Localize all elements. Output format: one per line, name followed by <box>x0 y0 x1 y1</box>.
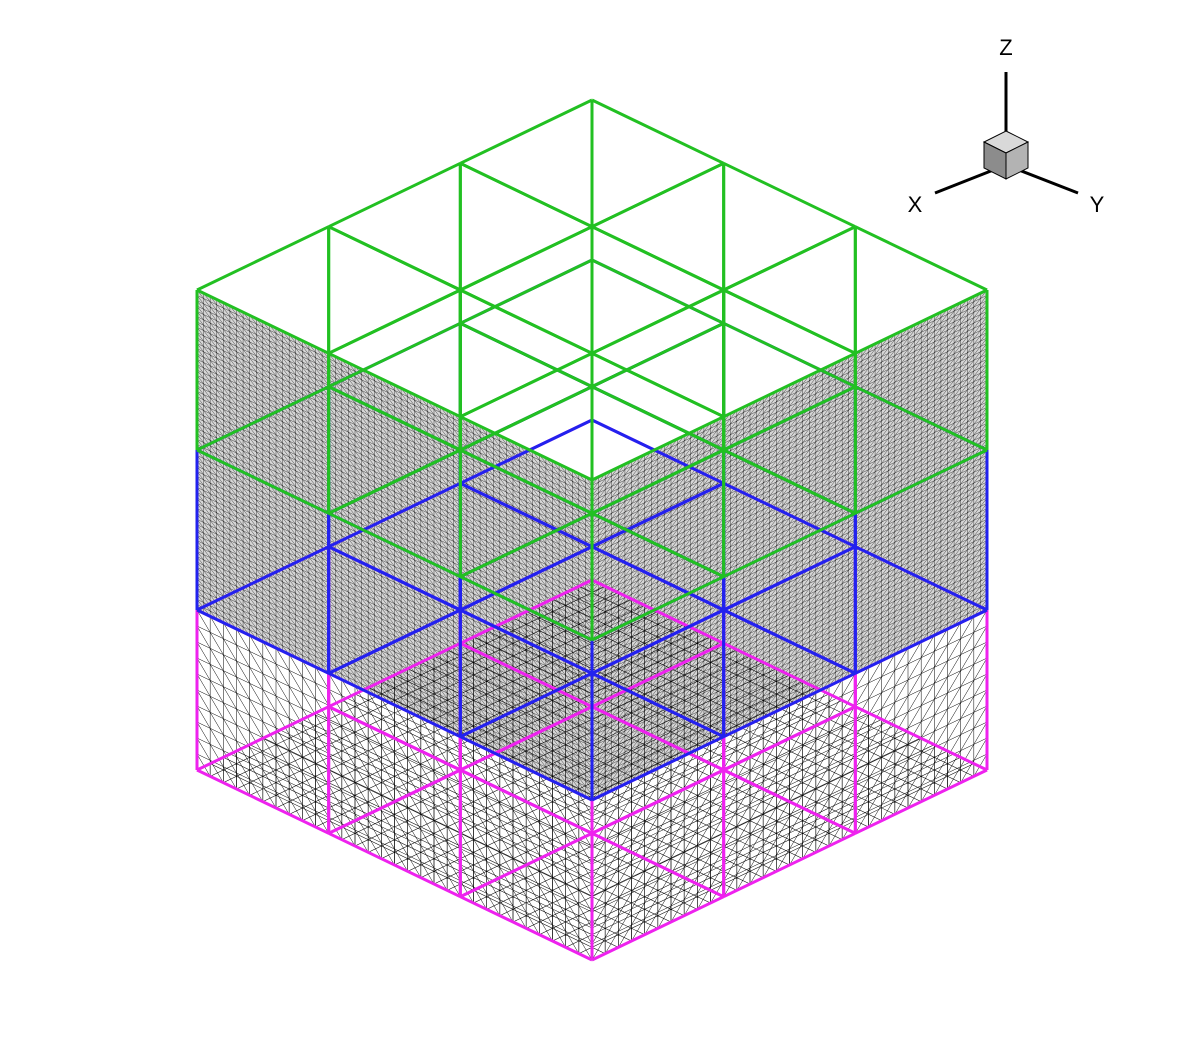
x-axis-label: X <box>908 192 923 217</box>
axis-triad: Z X Y <box>908 35 1105 217</box>
y-axis-label: Y <box>1090 192 1105 217</box>
top-block-frame <box>195 98 989 642</box>
triad-cube-icon <box>982 130 1030 180</box>
top-block-2-2 <box>458 98 726 389</box>
mesh-geometry <box>195 98 989 962</box>
z-axis-label: Z <box>999 35 1012 60</box>
